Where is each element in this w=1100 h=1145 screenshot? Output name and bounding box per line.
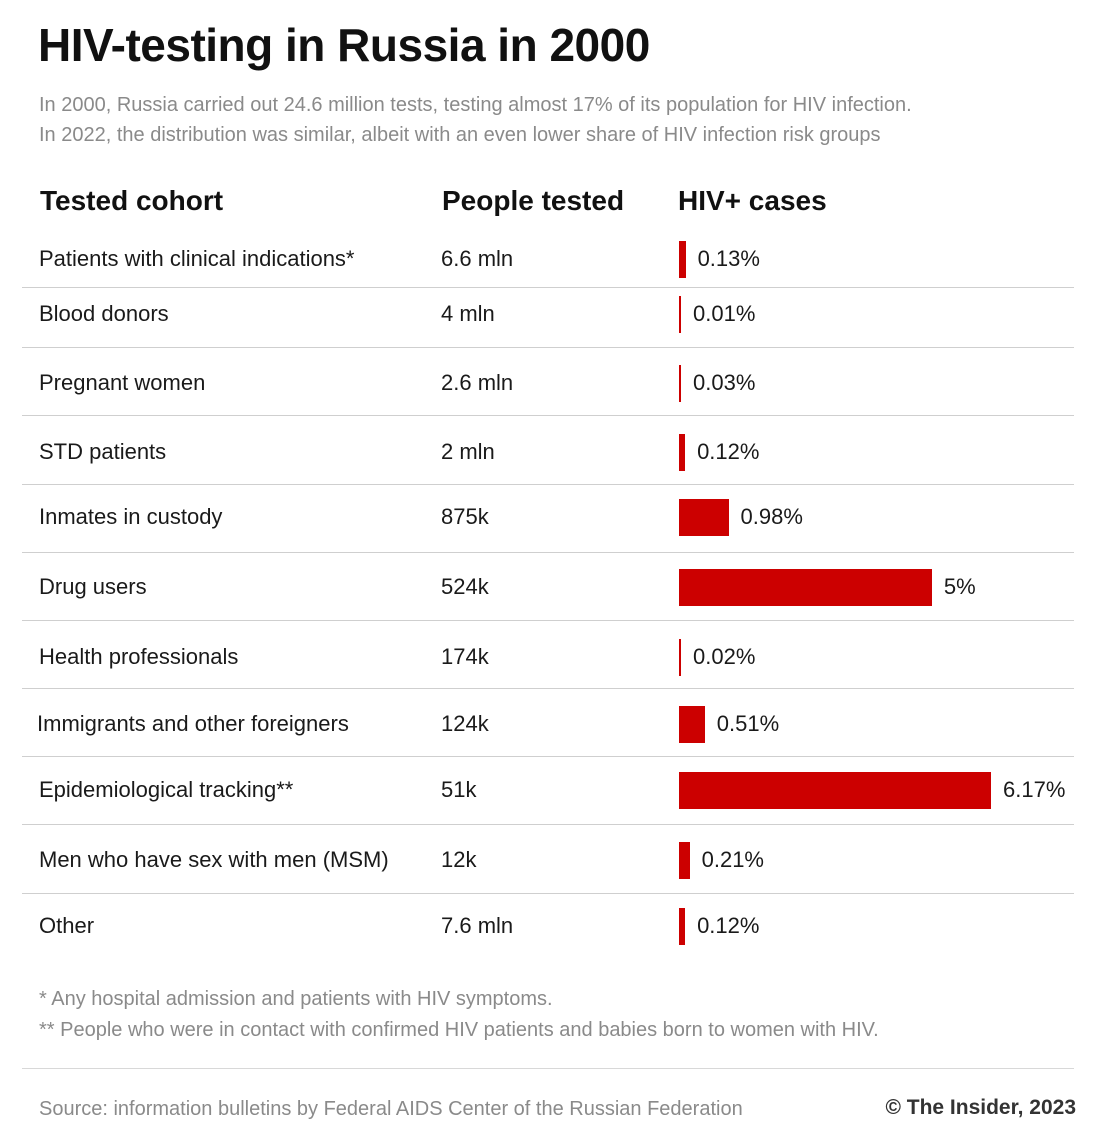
people-tested-value: 51k <box>441 777 477 802</box>
hiv-value-label: 0.12% <box>697 439 760 464</box>
cohort-label: Men who have sex with men (MSM) <box>39 847 389 872</box>
row-separator <box>22 287 1074 288</box>
hiv-bar <box>679 841 690 879</box>
people-tested-value: 4 mln <box>441 301 495 326</box>
hiv-value-label: 0.21% <box>701 847 764 872</box>
column-header-people-tested: People tested <box>442 185 625 216</box>
people-tested-value: 174k <box>441 644 489 669</box>
hiv-value-label: 0.02% <box>693 644 756 669</box>
cohort-label: Blood donors <box>39 301 169 326</box>
cohort-label: Other <box>39 913 95 938</box>
people-tested-value: 2.6 mln <box>441 370 514 395</box>
cohort-label: Health professionals <box>39 644 239 669</box>
hiv-bar <box>679 295 681 333</box>
chart-title: HIV-testing in Russia in 2000 <box>38 19 650 71</box>
cohort-label: STD patients <box>39 439 167 464</box>
row-separator <box>22 824 1074 825</box>
hiv-bar <box>679 364 681 402</box>
hiv-bar <box>679 433 686 471</box>
footer-divider <box>22 1068 1074 1069</box>
cohort-label: Immigrants and other foreigners <box>37 711 349 736</box>
hiv-value-label: 0.51% <box>716 711 780 736</box>
people-tested-value: 524k <box>441 574 489 599</box>
people-tested-value: 875k <box>441 504 489 529</box>
people-tested-value: 12k <box>441 847 477 872</box>
chart-subtitle: In 2000, Russia carried out 24.6 million… <box>39 90 1079 150</box>
subtitle-line-2: In 2022, the distribution was similar, a… <box>39 124 881 146</box>
source-note: Source: information bulletins by Federal… <box>39 1098 743 1120</box>
hiv-bar <box>679 771 991 809</box>
cohort-label: Drug users <box>39 574 147 599</box>
cohort-label: Pregnant women <box>39 370 206 395</box>
hiv-value-label: 0.13% <box>697 246 760 271</box>
people-tested-value: 124k <box>441 711 489 736</box>
row-separator <box>22 688 1074 689</box>
cohort-label: Epidemiological tracking** <box>39 777 294 802</box>
hiv-value-label: 5% <box>943 574 976 599</box>
column-header-hiv-cases: HIV+ cases <box>678 185 827 216</box>
people-tested-value: 7.6 mln <box>441 913 514 938</box>
hiv-bar <box>679 498 729 536</box>
hiv-bar <box>679 568 932 606</box>
footnote-2: ** People who were in contact with confi… <box>39 1019 879 1041</box>
credit: © The Insider, 2023 <box>885 1096 1076 1119</box>
hiv-bar <box>679 907 686 945</box>
hiv-bar <box>679 638 681 676</box>
people-tested-value: 2 mln <box>441 439 495 464</box>
row-separator <box>22 552 1074 553</box>
row-separator <box>22 347 1074 348</box>
footnote-1: * Any hospital admission and patients wi… <box>39 988 553 1010</box>
cohort-label: Inmates in custody <box>39 504 223 529</box>
subtitle-line-1: In 2000, Russia carried out 24.6 million… <box>39 94 912 116</box>
people-tested-value: 6.6 mln <box>441 246 514 271</box>
hiv-value-label: 0.03% <box>693 370 756 395</box>
hiv-bar <box>679 705 705 743</box>
row-separator <box>22 415 1074 416</box>
row-separator <box>22 620 1074 621</box>
hiv-value-label: 0.01% <box>693 301 756 326</box>
row-separator <box>22 756 1074 757</box>
row-separator <box>22 484 1074 485</box>
row-separator <box>22 893 1074 894</box>
hiv-value-label: 0.12% <box>697 913 760 938</box>
hiv-value-label: 6.17% <box>1003 777 1066 802</box>
hiv-value-label: 0.98% <box>740 504 803 529</box>
hiv-bar <box>679 240 686 278</box>
cohort-label: Patients with clinical indications* <box>39 246 355 271</box>
column-header-cohort: Tested cohort <box>40 185 224 216</box>
